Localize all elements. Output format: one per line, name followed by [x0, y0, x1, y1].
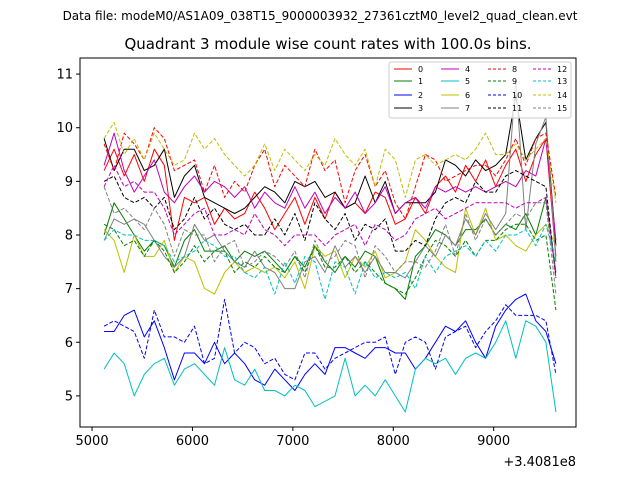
series-line-4 [103, 132, 557, 241]
legend-label-14: 14 [557, 91, 567, 100]
legend-label-8: 8 [512, 65, 517, 74]
series-line-15 [103, 186, 557, 295]
y-tick-label: 10 [56, 121, 73, 136]
y-tick-label: 7 [65, 282, 73, 297]
chart-title: Quadrant 3 module wise count rates with … [124, 35, 531, 53]
series-line-5 [103, 320, 557, 413]
legend-label-3: 3 [418, 104, 423, 113]
series-line-2 [104, 293, 557, 391]
y-tick-label: 8 [65, 228, 73, 243]
legend-label-10: 10 [512, 91, 522, 100]
legend-label-11: 11 [512, 104, 522, 113]
x-tick-label: 5000 [76, 434, 109, 449]
y-tick-label: 11 [56, 68, 73, 83]
x-axis: 5000 6000 7000 8000 9000 [76, 427, 510, 449]
series-line-12 [103, 164, 557, 278]
series-line-1 [103, 196, 557, 300]
legend-frame [388, 61, 572, 119]
x-tick-label: 6000 [176, 434, 209, 449]
legend-label-1: 1 [418, 77, 423, 86]
series-line-13 [103, 223, 557, 300]
legend-label-2: 2 [418, 91, 423, 100]
y-tick-label: 6 [65, 336, 73, 351]
series-line-14 [103, 121, 557, 203]
legend-label-4: 4 [465, 65, 470, 74]
suptitle: Data file: modeM0/AS1A09_038T15_90000039… [63, 9, 578, 23]
series-line-9 [103, 223, 557, 311]
series-layer [103, 79, 557, 413]
x-offset-label: +3.4081e8 [503, 455, 576, 470]
x-tick-label: 8000 [377, 434, 410, 449]
plot-frame [79, 57, 577, 428]
y-tick-label: 9 [65, 175, 73, 190]
x-tick-label: 9000 [477, 434, 510, 449]
legend-label-15: 15 [557, 104, 567, 113]
series-line-11 [103, 170, 557, 278]
legend-label-6: 6 [465, 91, 470, 100]
y-axis: 5 6 7 8 9 10 11 [56, 68, 80, 404]
series-line-0 [103, 138, 557, 257]
legend-label-5: 5 [465, 77, 470, 86]
legend-label-13: 13 [557, 77, 567, 86]
series-line-6 [103, 207, 557, 295]
legend-label-12: 12 [557, 65, 567, 74]
legend-label-7: 7 [465, 104, 470, 113]
series-line-10 [103, 298, 557, 381]
y-tick-label: 5 [65, 389, 73, 404]
legend-label-9: 9 [512, 77, 517, 86]
series-line-8 [103, 127, 557, 220]
legend-label-0: 0 [418, 65, 423, 74]
x-tick-label: 7000 [276, 434, 309, 449]
